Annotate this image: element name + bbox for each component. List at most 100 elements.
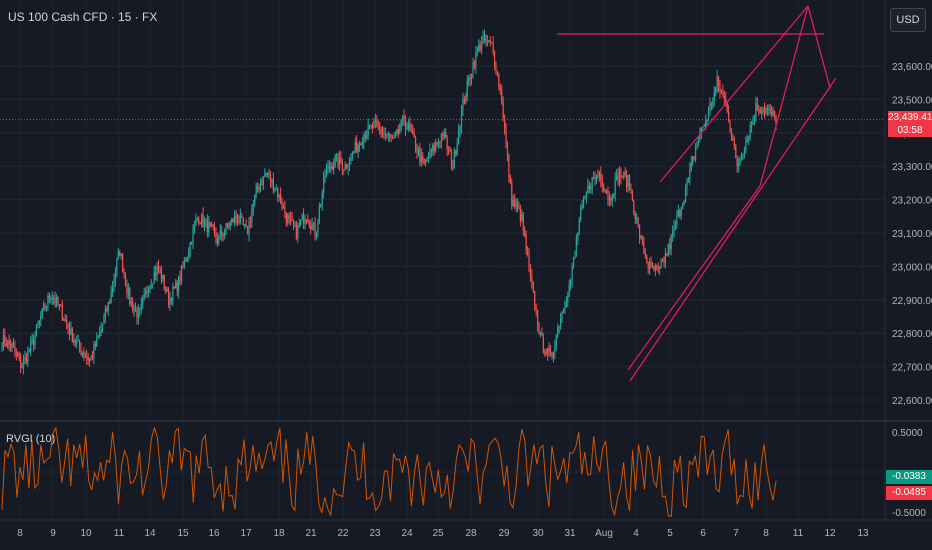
candle-body — [578, 220, 580, 233]
candle-body — [215, 232, 217, 239]
indicator-title[interactable]: RVGI (10) — [6, 433, 56, 445]
symbol-title[interactable]: US 100 Cash CFD · 15 · FX — [8, 10, 158, 24]
candle-body — [758, 109, 760, 111]
candle-body — [272, 178, 275, 191]
candle-body — [702, 126, 704, 128]
candle-body — [498, 74, 500, 88]
candle-body — [433, 145, 435, 151]
candle-body — [285, 213, 287, 223]
candle-body — [93, 344, 95, 358]
trend-line[interactable] — [759, 5, 809, 187]
candle-body — [763, 109, 766, 113]
candle-body — [202, 214, 204, 227]
candle-body — [67, 323, 69, 329]
candle-body — [479, 44, 481, 50]
trend-line[interactable] — [659, 5, 809, 183]
candle-body — [750, 123, 753, 126]
candle-body — [410, 129, 412, 132]
candle-body — [447, 149, 450, 151]
candle-body — [572, 257, 575, 267]
candle-body — [627, 175, 629, 187]
indicator-tick-label: 0.5000 — [892, 428, 923, 439]
candle-body — [173, 286, 175, 289]
candle-body — [84, 356, 86, 358]
candle-body — [246, 226, 249, 235]
trend-line[interactable] — [629, 77, 837, 382]
candle-body — [446, 138, 448, 150]
candle-body — [292, 220, 295, 227]
candle-body — [271, 178, 273, 182]
candle-body — [137, 309, 140, 318]
candle-body — [547, 347, 549, 355]
candle-body — [123, 270, 125, 274]
candle-body — [205, 219, 207, 221]
candle-body — [739, 158, 741, 164]
candle-body — [307, 220, 309, 223]
candle-body — [570, 280, 572, 285]
candle-body — [146, 291, 148, 293]
x-tick-label: 24 — [401, 528, 413, 539]
candle-body — [679, 210, 681, 217]
candle-body — [54, 298, 56, 303]
candle-body — [222, 235, 224, 237]
candle-body — [450, 152, 453, 168]
x-tick-label: 21 — [305, 528, 317, 539]
candle-body — [584, 196, 586, 199]
candle-body — [630, 189, 632, 191]
trend-drawings[interactable] — [557, 5, 837, 382]
candle-body — [162, 275, 164, 279]
candle-body — [150, 284, 152, 286]
candle-body — [771, 109, 773, 116]
candle-body — [656, 266, 658, 268]
x-tick-label: 4 — [633, 528, 639, 539]
candle-body — [61, 304, 63, 320]
candle-body — [598, 173, 600, 177]
candle-body — [551, 353, 553, 358]
candle-body — [455, 150, 457, 154]
candle-body — [130, 301, 132, 305]
candle-body — [620, 169, 622, 178]
candle-body — [7, 340, 9, 347]
y-tick-label: 23,300.00 — [892, 162, 932, 173]
candle-body — [742, 154, 744, 159]
trend-line[interactable] — [627, 185, 761, 371]
candle-body — [330, 166, 332, 169]
candle-body — [176, 281, 178, 292]
candle-body — [443, 132, 445, 137]
candle-body — [449, 149, 451, 153]
currency-button[interactable]: USD — [890, 8, 926, 32]
candle-body — [159, 266, 161, 268]
candle-body — [261, 183, 263, 186]
x-tick-label: 14 — [144, 528, 156, 539]
candle-body — [236, 218, 239, 221]
candle-body — [15, 352, 17, 354]
candle-body — [676, 216, 678, 226]
candle-body — [677, 210, 679, 217]
candle-body — [58, 304, 61, 306]
candle-body — [124, 273, 127, 285]
candle-body — [234, 215, 236, 223]
candle-body — [295, 225, 297, 239]
candle-body — [549, 351, 552, 354]
candle-body — [468, 77, 470, 81]
candle-body — [347, 166, 349, 168]
candle-body — [367, 124, 369, 135]
candle-body — [70, 328, 72, 335]
candle-body — [245, 224, 247, 227]
y-tick-label: 22,600.00 — [892, 396, 932, 407]
candle-body — [334, 155, 336, 166]
y-tick-label: 22,900.00 — [892, 296, 932, 307]
time-axis[interactable]: 8 9 10 11 14 15 16 17 18 21 22 23 24 25 28 29 30 31 Aug 4 5 6… — [17, 528, 869, 539]
candle-body — [402, 115, 404, 120]
candle-body — [591, 177, 593, 188]
candle-body — [251, 211, 253, 223]
candle-body — [338, 156, 341, 167]
trend-line[interactable] — [807, 5, 831, 89]
candle-body — [644, 252, 646, 256]
candle-body — [78, 340, 81, 349]
candle-body — [659, 266, 661, 269]
bar-countdown: 03:58 — [897, 125, 923, 136]
candle-body — [521, 214, 523, 221]
candle-body — [232, 218, 234, 223]
